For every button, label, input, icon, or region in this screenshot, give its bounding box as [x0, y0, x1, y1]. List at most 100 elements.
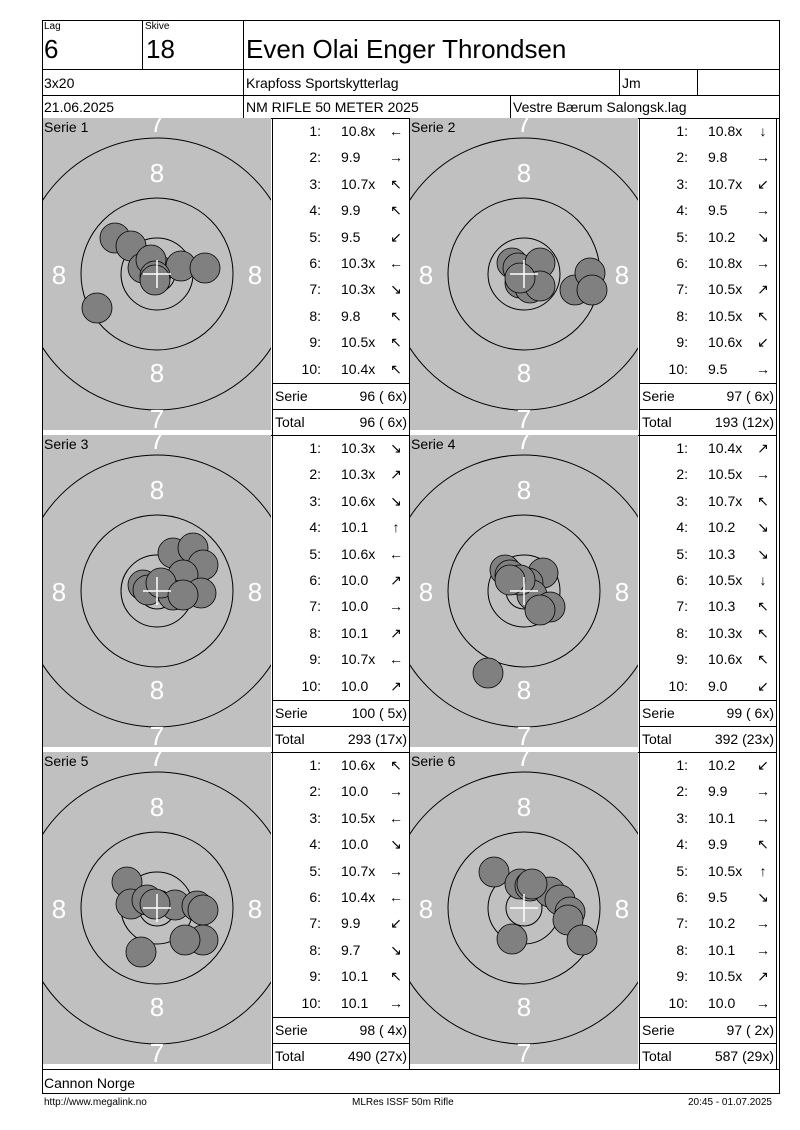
ring-number: 8 [615, 577, 629, 607]
shot-row: 3: 10.7x ↖ [273, 171, 410, 197]
divider [409, 752, 410, 1069]
target-ring [43, 454, 271, 728]
shot-row: 5: 10.6x ← [273, 541, 410, 567]
shot-direction-arrow-icon: ↖ [390, 307, 402, 324]
shot-number: 4: [676, 836, 688, 853]
divider [42, 69, 780, 70]
shot-value: 9.7 [341, 941, 361, 958]
shot-number: 1: [676, 757, 688, 773]
shot-hole [81, 292, 113, 324]
shot-row: 5: 10.3 ↘ [640, 541, 777, 567]
ring-number: 8 [248, 894, 262, 924]
divider [273, 383, 410, 384]
footer-program: MLRes ISSF 50m Rifle [352, 1097, 454, 1108]
skive-value: 18 [146, 34, 175, 64]
shot-number: 3: [309, 809, 321, 826]
shot-number: 5: [676, 545, 688, 562]
shot-number: 7: [309, 915, 321, 932]
shot-number: 6: [676, 572, 688, 588]
shot-direction-arrow-icon: ↗ [757, 968, 769, 985]
shot-direction-arrow-icon: ↖ [757, 624, 769, 641]
total-sum-row: Total 293 (17x) [273, 726, 409, 752]
total-sum-label: Total [275, 414, 305, 430]
shot-direction-arrow-icon: → [756, 783, 770, 800]
shot-number: 10: [301, 994, 321, 1011]
shot-direction-arrow-icon: ↑ [759, 862, 767, 879]
shot-row: 7: 10.3 ↖ [640, 593, 777, 619]
divider [273, 700, 410, 701]
ring-number: 8 [419, 260, 433, 290]
shot-number: 2: [676, 149, 688, 166]
shot-number: 5: [676, 228, 688, 245]
shot-hole [576, 274, 608, 306]
serie-sum-label: Serie [275, 388, 308, 404]
shot-row: 5: 10.2 ↘ [640, 224, 777, 250]
shot-row: 7: 10.5x ↗ [640, 276, 777, 302]
total-sum-row: Total 392 (23x) [640, 726, 776, 752]
shot-direction-arrow-icon: ← [389, 651, 403, 668]
target-ring [447, 831, 601, 985]
shot-number: 5: [676, 862, 688, 879]
shot-direction-arrow-icon: ← [389, 889, 403, 905]
ring-number: 8 [419, 577, 433, 607]
target-ring [487, 554, 561, 628]
target-ring [80, 831, 234, 985]
footer-printed: 20:45 - 01.07.2025 [688, 1097, 772, 1108]
shooter-name: Even Olai Enger Throndsen [246, 34, 567, 64]
shot-row: 3: 10.6x ↘ [273, 488, 410, 514]
shot-number: 1: [309, 440, 321, 456]
serie-title: Serie 4 [411, 436, 456, 452]
divider [640, 1017, 777, 1018]
shot-hole [516, 868, 548, 900]
shot-direction-arrow-icon: → [389, 149, 403, 166]
ring-number: 8 [150, 158, 164, 188]
total-sum-value: 392 (23x) [714, 731, 774, 747]
serie-sum-row: Serie 97 ( 6x) [640, 383, 776, 409]
target-series-6: 7 8 8 7 8 8 [410, 752, 638, 1064]
shot-row: 6: 10.5x ↓ [640, 567, 777, 593]
target-series-2: 7 8 8 7 8 8 [410, 118, 638, 430]
shot-row: 1: 10.4x ↗ [640, 435, 777, 461]
shot-hole [125, 936, 157, 968]
competition: NM RIFLE 50 METER 2025 [246, 99, 419, 115]
shot-value: 10.6x [341, 492, 376, 509]
divider [776, 118, 777, 435]
shot-number: 6: [676, 255, 688, 271]
divider [273, 1017, 410, 1018]
shot-value: 10.7x [341, 651, 376, 668]
shot-direction-arrow-icon: ↖ [390, 175, 402, 192]
divider [142, 20, 143, 70]
total-sum-label: Total [642, 731, 672, 747]
shot-number: 2: [676, 466, 688, 483]
shot-direction-arrow-icon: ↖ [757, 836, 769, 853]
shot-row: 1: 10.8x ← [273, 118, 410, 144]
shot-row: 5: 9.5 ↙ [273, 224, 410, 250]
shot-direction-arrow-icon: ↑ [392, 519, 400, 536]
shot-row: 7: 9.9 ↙ [273, 910, 410, 936]
shot-direction-arrow-icon: ← [389, 545, 403, 562]
shot-direction-arrow-icon: ↖ [390, 202, 402, 219]
shot-direction-arrow-icon: ← [389, 255, 403, 271]
shot-row: 2: 9.9 → [273, 144, 410, 170]
shot-number: 9: [309, 968, 321, 985]
shot-row: 4: 9.9 ↖ [273, 197, 410, 223]
shot-row: 8: 10.1 → [640, 937, 777, 963]
shot-direction-arrow-icon: → [389, 598, 403, 615]
shot-row: 4: 10.0 ↘ [273, 831, 410, 857]
shot-direction-arrow-icon: → [756, 149, 770, 166]
shot-row: 2: 10.3x ↗ [273, 461, 410, 487]
shot-row: 4: 10.2 ↘ [640, 514, 777, 540]
shot-direction-arrow-icon: → [756, 360, 770, 377]
ring-number: 7 [517, 752, 531, 772]
shot-number: 3: [676, 809, 688, 826]
shot-direction-arrow-icon: ↙ [390, 228, 402, 245]
shot-value: 10.6x [341, 757, 376, 773]
shot-number: 9: [309, 334, 321, 351]
divider [639, 118, 640, 435]
shot-value: 9.8 [341, 307, 361, 324]
divider [640, 383, 777, 384]
shot-direction-arrow-icon: ↘ [757, 228, 769, 245]
serie-title: Serie 5 [44, 753, 89, 769]
shot-row: 7: 10.0 → [273, 593, 410, 619]
serie-sum-value: 97 ( 6x) [726, 388, 774, 404]
